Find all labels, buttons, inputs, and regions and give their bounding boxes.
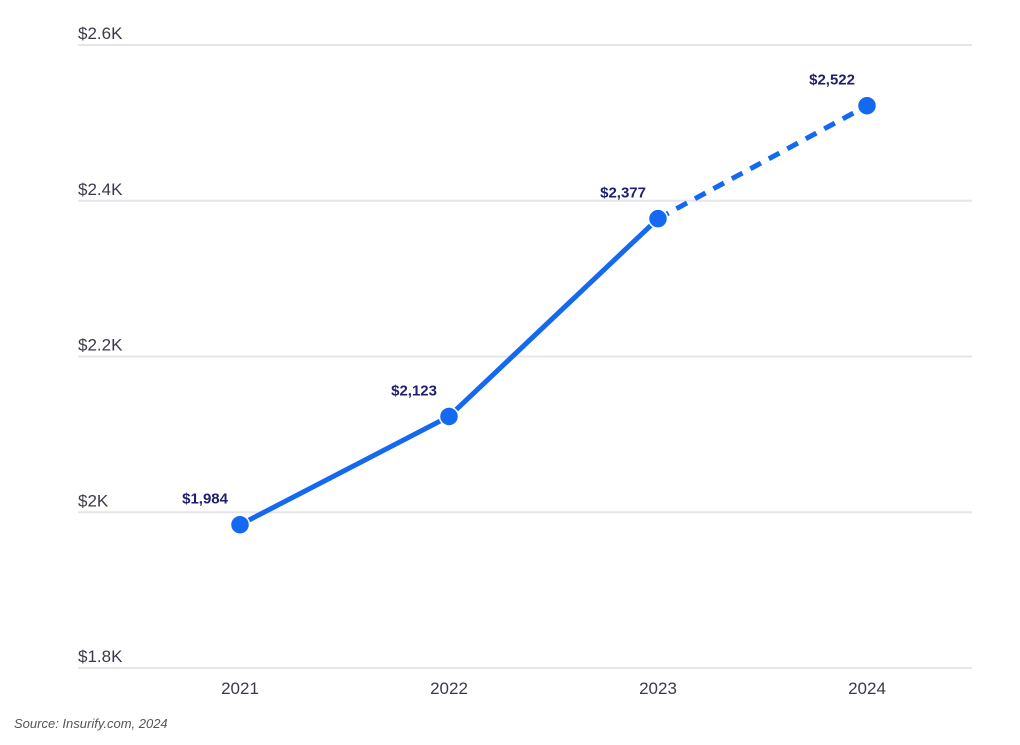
x-tick-label: 2021 xyxy=(221,679,259,698)
y-tick-label: $1.8K xyxy=(78,647,123,666)
series-line xyxy=(238,103,869,527)
projected-line-segment xyxy=(656,103,869,221)
data-point xyxy=(856,95,878,116)
x-tick-label: 2024 xyxy=(848,679,886,698)
x-tick-label: 2022 xyxy=(430,679,468,698)
y-tick-label: $2.4K xyxy=(78,180,123,199)
data-point xyxy=(438,406,460,427)
gridlines xyxy=(78,44,972,669)
y-tick-label: $2.2K xyxy=(78,336,123,355)
data-labels: $1,984 $2,123 $2,377 $2,522 xyxy=(182,72,855,508)
y-axis-ticks: $1.8K $2K $2.2K $2.4K $2.6K xyxy=(78,24,123,666)
data-point xyxy=(229,514,251,535)
data-label: $2,522 xyxy=(809,72,855,89)
data-label: $2,377 xyxy=(600,185,646,202)
y-tick-label: $2K xyxy=(78,491,109,510)
line-segment xyxy=(447,216,660,419)
data-point xyxy=(647,208,669,229)
y-tick-label: $2.6K xyxy=(78,24,123,43)
data-label: $1,984 xyxy=(182,491,229,508)
line-segment xyxy=(238,414,451,527)
x-axis-ticks: 2021 2022 2023 2024 xyxy=(221,679,886,698)
data-label: $2,123 xyxy=(391,382,437,399)
series-points xyxy=(229,95,878,535)
x-tick-label: 2023 xyxy=(639,679,677,698)
source-note: Source: Insurify.com, 2024 xyxy=(14,716,168,731)
